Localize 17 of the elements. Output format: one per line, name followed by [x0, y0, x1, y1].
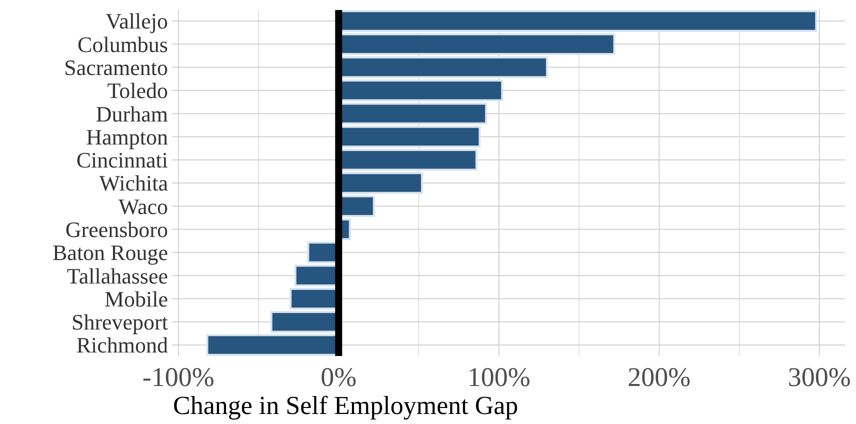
y-tick-label: Sacramento	[64, 54, 168, 80]
x-tick-label: 200%	[628, 362, 691, 392]
y-tick-label: Mobile	[104, 286, 168, 312]
y-tick-label: Baton Rouge	[52, 240, 168, 266]
y-tick-label: Toledo	[107, 78, 168, 104]
y-tick-label: Durham	[96, 101, 168, 126]
x-axis-title: Change in Self Employment Gap	[173, 391, 518, 420]
y-tick-label: Shreveport	[71, 310, 168, 335]
x-tick-label: 0%	[320, 362, 357, 392]
y-tick-label: Wichita	[99, 170, 168, 196]
x-tick-label: 300%	[788, 362, 851, 392]
x-tick-label: -100%	[142, 362, 214, 392]
y-tick-label: Vallejo	[106, 8, 168, 34]
y-tick-label: Hampton	[86, 124, 168, 150]
x-tick-label: 100%	[467, 362, 530, 392]
y-tick-label: Waco	[118, 194, 168, 219]
y-tick-label: Greensboro	[65, 216, 168, 242]
